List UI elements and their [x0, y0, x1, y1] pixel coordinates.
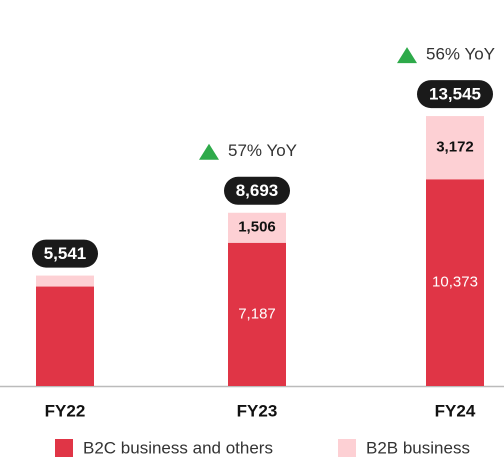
total-pill [32, 239, 98, 268]
bar-segment [36, 286, 94, 386]
legend-label: B2C business and others [83, 438, 273, 457]
bar-segment [228, 212, 286, 243]
legend-label: B2B business [366, 438, 470, 457]
bar-segment [426, 116, 484, 180]
up-triangle [397, 47, 417, 64]
total-pill [417, 80, 493, 109]
x-tick-label: FY23 [237, 401, 278, 420]
data-label: 7,187 [238, 305, 276, 322]
legend-swatch [55, 439, 73, 457]
total-label: 5,541 [44, 244, 87, 263]
total-label: 13,545 [429, 85, 481, 104]
yoy-annotation: 56% YoY [426, 45, 495, 64]
data-label: 1,506 [238, 219, 276, 236]
data-label: 10,373 [432, 274, 478, 291]
bar-segment [426, 179, 484, 386]
x-tick-label: FY22 [45, 401, 86, 420]
yoy-annotation: 57% YoY [228, 141, 297, 160]
bar-segment [36, 275, 94, 287]
bar-segment [228, 242, 286, 386]
data-label: 3,172 [436, 139, 474, 156]
total-label: 8,693 [236, 181, 279, 200]
up-triangle [199, 143, 219, 160]
total-pill [224, 176, 290, 205]
legend-swatch [338, 439, 356, 457]
x-tick-label: FY24 [435, 401, 476, 420]
